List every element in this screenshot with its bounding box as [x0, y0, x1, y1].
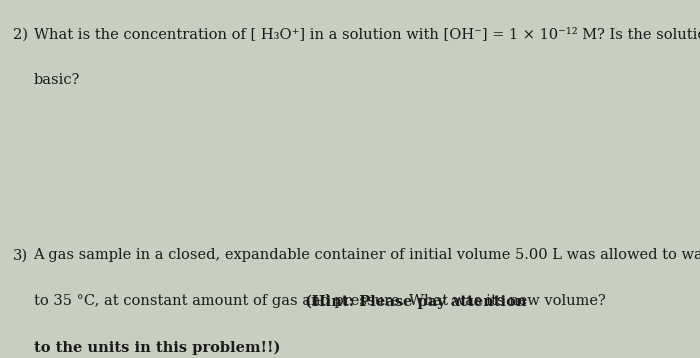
Text: A gas sample in a closed, expandable container of initial volume 5.00 L was allo: A gas sample in a closed, expandable con… [34, 248, 700, 262]
Text: basic?: basic? [34, 73, 80, 87]
Text: 2): 2) [13, 27, 27, 41]
Text: What is the concentration of [ H₃O⁺] in a solution with [OH⁻] = 1 × 10⁻¹² M? Is : What is the concentration of [ H₃O⁺] in … [34, 27, 700, 41]
Text: to the units in this problem!!): to the units in this problem!!) [34, 340, 280, 355]
Text: (Hint: Please pay attention: (Hint: Please pay attention [304, 294, 526, 309]
Text: 3): 3) [13, 248, 28, 262]
Text: to 35 °C, at constant amount of gas and pressure. What was its new volume?: to 35 °C, at constant amount of gas and … [34, 294, 610, 308]
